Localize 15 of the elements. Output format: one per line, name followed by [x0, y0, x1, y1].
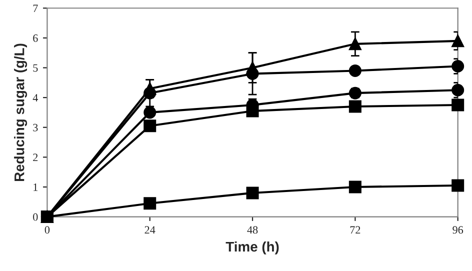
x-tick-label: 0	[44, 226, 50, 234]
y-tick-label: 1	[34, 184, 38, 191]
y-tick-label: 2	[33, 154, 38, 162]
x-tick-label: 72	[350, 226, 360, 234]
y-tick-label: 5	[33, 64, 38, 72]
y-tick-label: 3	[33, 124, 38, 132]
y-tick-label: 6	[33, 34, 38, 42]
y-tick-label: 7	[33, 4, 38, 12]
x-tick-label: 48	[247, 226, 258, 234]
x-axis-title: Time (h)	[226, 241, 279, 254]
y-tick-label: 4	[32, 94, 38, 102]
x-tick-label: 24	[144, 226, 156, 234]
y-tick-label: 0	[33, 213, 38, 221]
y-axis-title: Reducing sugar (g/L)	[14, 44, 28, 181]
x-tick-label: 96	[452, 226, 464, 234]
